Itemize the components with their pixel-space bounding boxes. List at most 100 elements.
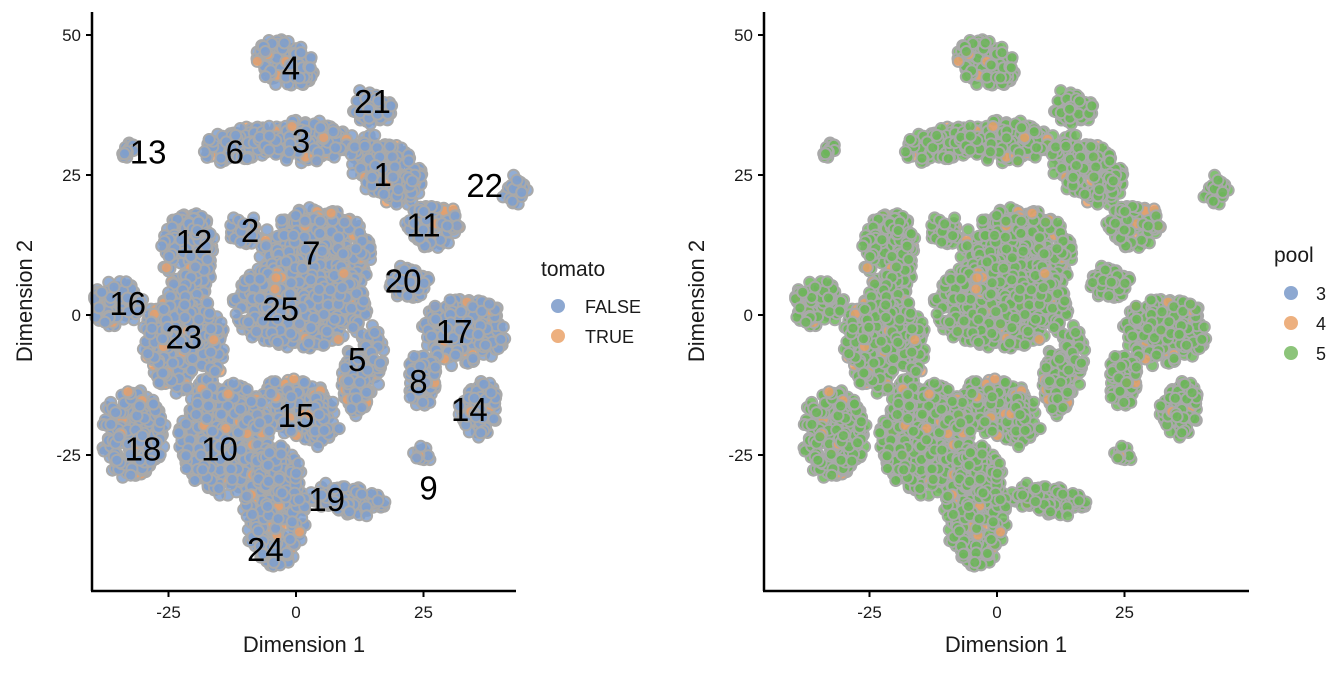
scatter-point [285, 534, 296, 545]
scatter-point [241, 491, 252, 502]
scatter-point [294, 527, 305, 538]
scatter-point [279, 38, 290, 49]
x-tick-label: 25 [414, 603, 433, 622]
cluster-label: 4 [282, 50, 300, 87]
scatter-point [1064, 104, 1075, 115]
scatter-point [351, 217, 362, 228]
y-axis-title: Dimension 2 [12, 240, 37, 362]
scatter-point [1031, 142, 1042, 153]
scatter-point [820, 148, 831, 159]
scatter-point [311, 155, 322, 166]
scatter-point [415, 441, 426, 452]
scatter-point [360, 141, 371, 152]
scatter-point [190, 262, 201, 273]
scatter-point [303, 338, 314, 349]
scatter-point [1074, 96, 1085, 107]
scatter-point [264, 145, 275, 156]
scatter-point [228, 378, 239, 389]
cluster-label: 6 [226, 134, 244, 171]
cluster-label: 3 [292, 122, 310, 159]
scatter-point [155, 416, 166, 427]
scatter-point [182, 383, 193, 394]
scatter-point [322, 326, 333, 337]
scatter-point [961, 46, 972, 57]
scatter-point [288, 374, 299, 385]
scatter-point [430, 301, 441, 312]
scatter-point [312, 441, 323, 452]
scatter-point [442, 221, 453, 232]
scatter-point [213, 483, 224, 494]
scatter-point [473, 329, 484, 340]
y-tick-label: 0 [72, 306, 81, 325]
x-tick-label: 0 [291, 603, 300, 622]
cluster-label: 19 [308, 481, 345, 518]
scatter-point [1006, 62, 1017, 73]
cluster-label: 2 [241, 212, 259, 249]
scatter-point [277, 487, 288, 498]
scatter-point [260, 71, 271, 82]
scatter-point [917, 153, 928, 164]
scatter-point [488, 413, 499, 424]
cluster-label: 5 [348, 341, 366, 378]
cluster-label: 13 [130, 134, 167, 171]
scatter-point [512, 175, 523, 186]
y-tick-label: -25 [56, 446, 81, 465]
x-axis-title: Dimension 1 [243, 632, 365, 657]
scatter-point [338, 268, 349, 279]
scatter-point [161, 262, 172, 273]
scatter-point [344, 506, 355, 517]
scatter-point [271, 272, 282, 283]
scatter-point [475, 427, 486, 438]
scatter-point [369, 327, 380, 338]
scatter-point [203, 401, 214, 412]
scatter-point [329, 314, 340, 325]
scatter-point [273, 513, 284, 524]
scatter-point [375, 358, 386, 369]
scatter-point [384, 141, 395, 152]
scatter-point [231, 309, 242, 320]
scatter-point [361, 510, 372, 521]
cluster-label: 16 [109, 285, 146, 322]
scatter-point [326, 208, 337, 219]
cluster-label: 22 [466, 167, 503, 204]
scatter-point [965, 131, 976, 142]
scatter-point [263, 460, 274, 471]
scatter-point [235, 404, 246, 415]
scatter-point [181, 450, 192, 461]
scatter-point [339, 217, 350, 228]
cluster-label: 8 [409, 363, 427, 400]
scatter-point [142, 348, 153, 359]
scatter-point [498, 322, 509, 333]
scatter-point [294, 494, 305, 505]
scatter-point [1086, 100, 1097, 111]
scatter-point [305, 274, 316, 285]
scatter-point [961, 71, 972, 82]
scatter-point [164, 251, 175, 262]
cluster-label: 21 [354, 83, 391, 120]
scatter-point [291, 468, 302, 479]
scatter-point [93, 302, 104, 313]
cluster-label: 12 [176, 223, 213, 260]
scatter-point [393, 184, 404, 195]
scatter-point [260, 46, 271, 57]
legend-swatch-true [551, 329, 565, 343]
scatter-point [192, 398, 203, 409]
scatter-point [516, 187, 527, 198]
y-tick-label: 25 [62, 166, 81, 185]
scatter-point [156, 241, 167, 252]
scatter-point [134, 401, 145, 412]
scatter-point [210, 366, 221, 377]
scatter-point [333, 334, 344, 345]
scatter-point [223, 389, 234, 400]
scatter-point [333, 232, 344, 243]
scatter-point [254, 417, 265, 428]
scatter-point [1001, 132, 1012, 143]
scatter-point [315, 122, 326, 133]
scatter-point [189, 475, 200, 486]
scatter-point [931, 130, 942, 141]
scatter-point [445, 295, 456, 306]
scatter-point [201, 413, 212, 424]
scatter-point [201, 389, 212, 400]
